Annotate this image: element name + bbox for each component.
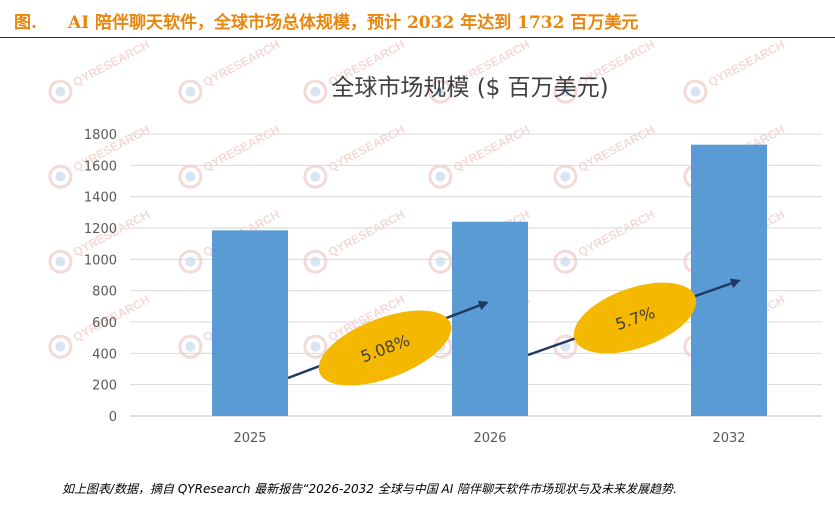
y-axis-tick-labels: 0 200 400 600 800 1000 1200 1400 1600 1800 xyxy=(84,128,117,425)
y-tick-label: 800 xyxy=(92,285,117,300)
cagr-ellipse xyxy=(573,282,697,354)
bar-2025 xyxy=(212,230,288,416)
y-tick-label: 1200 xyxy=(84,222,117,237)
growth-annotations: 5.08%5.7% xyxy=(287,278,741,386)
bar-2026 xyxy=(452,221,528,416)
title-divider xyxy=(0,37,835,38)
figure-title-text: AI 陪伴聊天软件，全球市场总体规模，预计 2032 年达到 1732 百万美元 xyxy=(68,13,639,33)
y-tick-label: 1800 xyxy=(84,128,117,143)
y-tick-label: 200 xyxy=(92,379,117,394)
y-tick-label: 1600 xyxy=(84,159,117,174)
y-tick-label: 0 xyxy=(109,410,117,425)
y-tick-label: 1000 xyxy=(84,253,117,268)
x-tick-label: 2025 xyxy=(233,431,266,446)
bars xyxy=(212,144,767,417)
y-tick-label: 1400 xyxy=(84,191,117,206)
chart-title: 全球市场规模 ($ 百万美元) xyxy=(331,75,608,101)
x-axis-tick-labels: 2025 2026 2032 xyxy=(233,431,745,446)
x-tick-label: 2026 xyxy=(473,431,506,446)
bar-2032 xyxy=(691,144,767,417)
figure-label: 图. xyxy=(14,13,37,33)
cagr-ellipse xyxy=(318,310,452,386)
y-tick-label: 400 xyxy=(92,347,117,362)
source-footnote: 如上图表/数据，摘自 QYResearch 最新报告“2026-2032 全球与… xyxy=(62,482,677,496)
x-tick-label: 2032 xyxy=(712,431,745,446)
y-tick-label: 600 xyxy=(92,316,117,331)
figure-title: 图. AI 陪伴聊天软件，全球市场总体规模，预计 2032 年达到 1732 百万… xyxy=(14,8,824,33)
bar-chart: 全球市场规模 ($ 百万美元) 5.08%5.7% 0 200 400 600 800 1… xyxy=(84,75,822,446)
